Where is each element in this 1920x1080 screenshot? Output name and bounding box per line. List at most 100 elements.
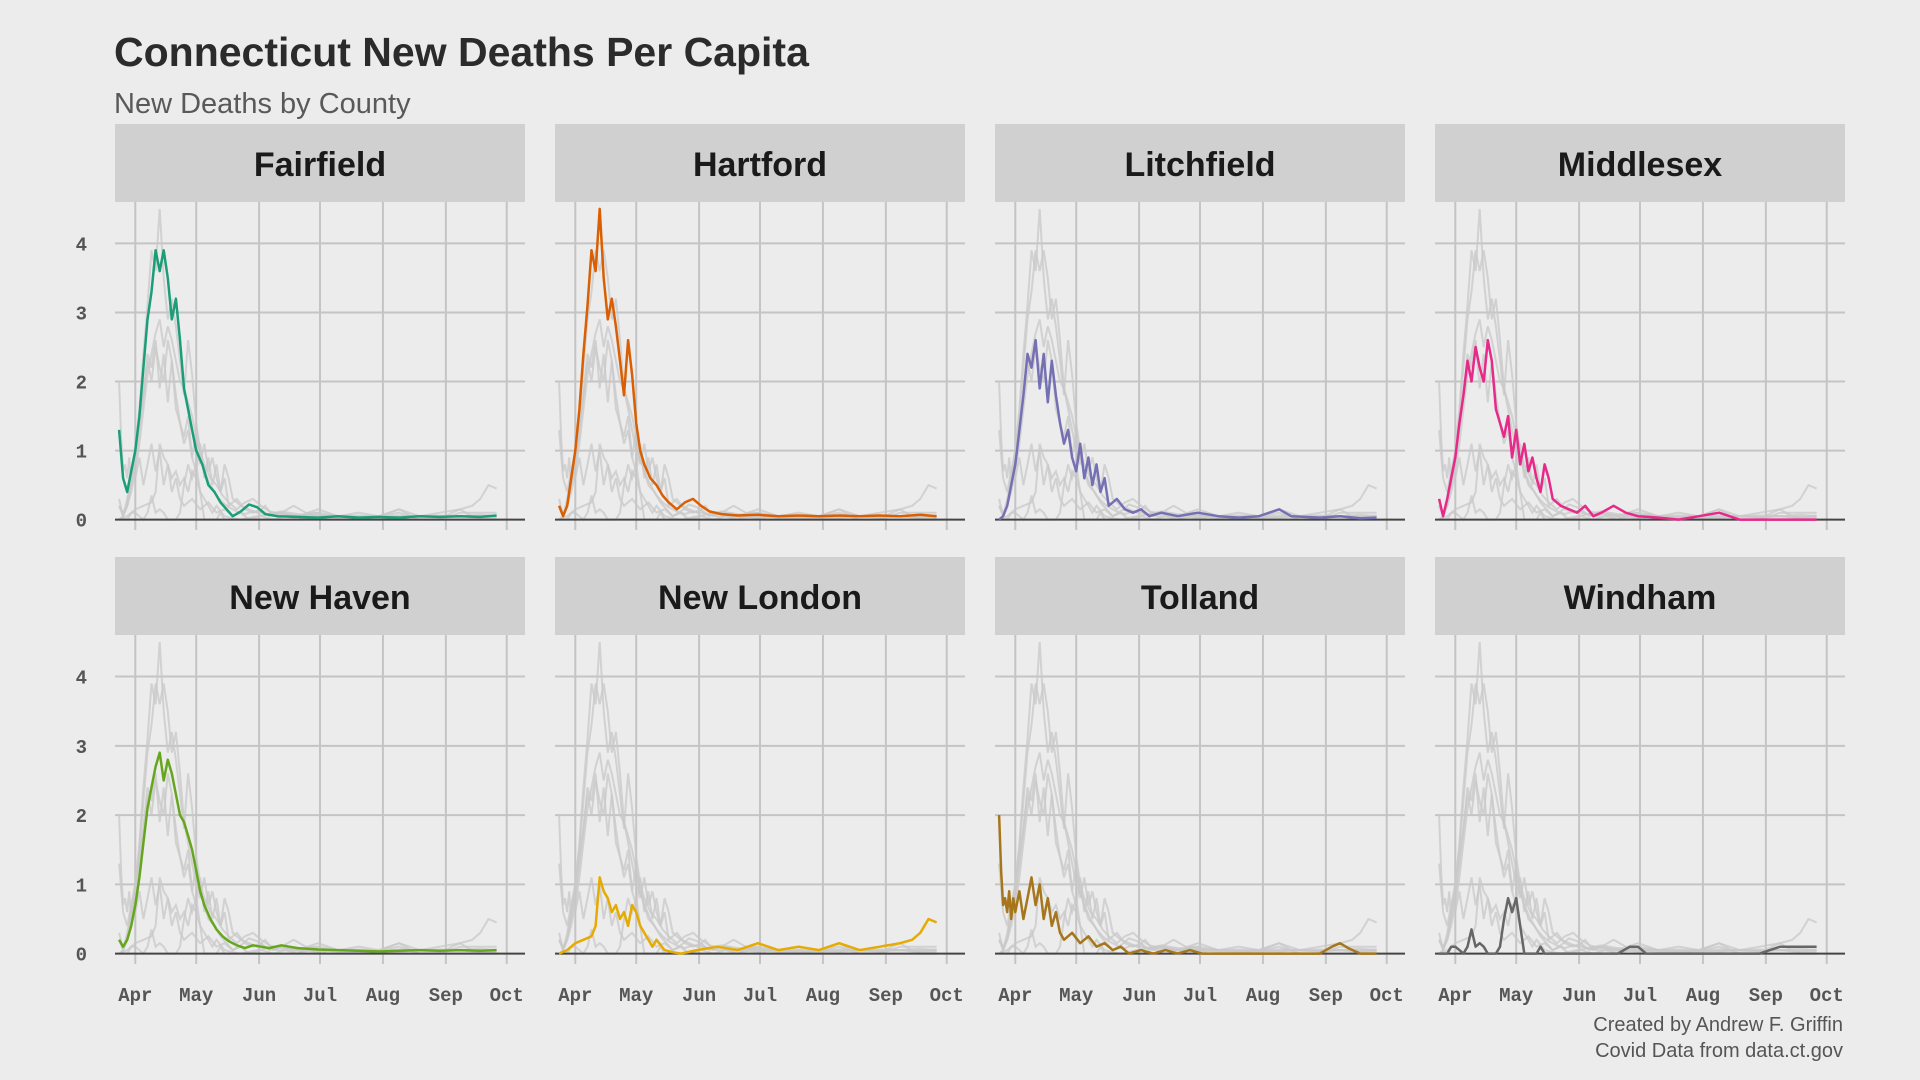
background-series-line	[558, 641, 937, 953]
background-series-line	[118, 641, 497, 953]
series-line	[118, 751, 497, 953]
background-series-line	[558, 773, 937, 955]
x-tick-label: Jul	[743, 985, 777, 1007]
x-tick-label: Aug	[366, 985, 400, 1007]
background-series-line	[558, 752, 937, 953]
background-series-line	[558, 683, 937, 953]
background-series-line	[1438, 339, 1817, 521]
background-series-line	[118, 683, 497, 953]
strip-label: Hartford	[693, 146, 827, 184]
panel-hartford: Hartford	[555, 124, 965, 530]
panel-new-london: New London Apr May Jun Jul Aug Sep Oct	[555, 557, 965, 1007]
x-tick-label: Oct	[1810, 985, 1844, 1007]
background-series-line	[558, 319, 937, 519]
background-series-line	[998, 877, 1377, 955]
strip-label: Middlesex	[1558, 146, 1722, 184]
background-series-line	[998, 752, 1377, 953]
y-tick-label: 1	[76, 875, 87, 897]
series-line	[558, 876, 938, 955]
x-tick-label: Sep	[869, 985, 903, 1007]
series-line	[1437, 338, 1817, 521]
strip-background	[1435, 557, 1845, 635]
background-series-line	[998, 443, 1377, 521]
y-tick-label: 2	[76, 373, 87, 395]
background-series-line	[1438, 683, 1817, 953]
x-tick-label: Jul	[1183, 985, 1217, 1007]
background-series-line	[558, 773, 937, 955]
x-tick-label: Aug	[806, 985, 840, 1007]
y-tick-label: 4	[76, 234, 87, 256]
strip-label: Fairfield	[254, 146, 386, 184]
background-series-line	[998, 641, 1377, 953]
strip-background	[995, 557, 1405, 635]
panel-middlesex: Middlesex	[1435, 124, 1845, 530]
x-tick-label: Apr	[118, 985, 152, 1007]
panel-litchfield: Litchfield	[995, 124, 1405, 530]
background-series-line	[998, 319, 1377, 519]
background-series-line	[1438, 250, 1817, 519]
y-tick-label: 0	[76, 511, 87, 533]
background-series-line	[1438, 208, 1817, 519]
y-tick-label: 3	[76, 737, 87, 759]
background-series-line	[118, 339, 497, 521]
x-tick-label: May	[1059, 985, 1094, 1007]
x-tick-label: Sep	[1749, 985, 1783, 1007]
x-tick-label: May	[179, 985, 214, 1007]
chart-title: Connecticut New Deaths Per Capita	[114, 29, 810, 75]
chart-subtitle: New Deaths by County	[114, 88, 411, 120]
background-series-line	[998, 773, 1377, 955]
background-series-line	[118, 877, 497, 955]
background-series-line	[558, 443, 937, 521]
x-tick-label: Aug	[1246, 985, 1280, 1007]
panel-windham: Windham Apr May Jun Jul Aug Sep Oct	[1435, 557, 1845, 1007]
background-series-line	[998, 339, 1377, 521]
background-series-line	[118, 208, 497, 519]
x-tick-label: Jun	[1122, 985, 1156, 1007]
y-tick-label: 4	[76, 668, 87, 690]
strip-background	[995, 124, 1405, 202]
x-tick-label: Oct	[1370, 985, 1404, 1007]
x-tick-label: May	[1499, 985, 1534, 1007]
x-tick-label: Jul	[1623, 985, 1657, 1007]
panel-tolland: Tolland Apr May Jun Jul Aug Sep Oct	[995, 557, 1405, 1007]
strip-background	[115, 124, 525, 202]
x-tick-label: Aug	[1686, 985, 1720, 1007]
background-series-line	[1438, 319, 1817, 519]
background-series-line	[1438, 877, 1817, 955]
background-series-line	[1438, 773, 1817, 955]
background-series-line	[558, 250, 937, 519]
strip-background	[1435, 124, 1845, 202]
background-series-line	[1438, 641, 1817, 953]
x-tick-label: Oct	[490, 985, 524, 1007]
x-tick-label: Apr	[1438, 985, 1472, 1007]
background-series-line	[118, 319, 497, 519]
strip-label: Tolland	[1141, 579, 1259, 617]
background-series-line	[558, 339, 937, 521]
strip-background	[555, 124, 965, 202]
series-line	[997, 815, 1377, 955]
y-tick-label: 0	[76, 945, 87, 967]
strip-label: Windham	[1564, 579, 1717, 617]
background-series-line	[1438, 443, 1817, 521]
strip-background	[555, 557, 965, 635]
strip-label: New Haven	[229, 579, 410, 617]
y-tick-label: 3	[76, 303, 87, 325]
series-line	[557, 207, 937, 518]
series-line	[998, 338, 1377, 521]
caption-author: Created by Andrew F. Griffin	[1593, 1014, 1843, 1036]
x-tick-label: Jun	[1562, 985, 1596, 1007]
x-tick-label: Oct	[930, 985, 964, 1007]
series-line	[1439, 896, 1817, 955]
panel-new-haven: New Haven 0 1 2 3 4 Apr May Jun Jul Aug Sep Oct	[76, 557, 525, 1007]
background-series-line	[998, 773, 1377, 955]
background-series-line	[118, 773, 497, 955]
caption-source: Covid Data from data.ct.gov	[1595, 1040, 1843, 1062]
x-tick-label: Apr	[558, 985, 592, 1007]
background-series-line	[1438, 773, 1817, 955]
background-series-line	[118, 443, 497, 521]
x-tick-label: May	[619, 985, 654, 1007]
panel-fairfield: Fairfield 0 1 2 3 4	[76, 124, 525, 533]
y-tick-label: 2	[76, 806, 87, 828]
y-tick-label: 1	[76, 442, 87, 464]
